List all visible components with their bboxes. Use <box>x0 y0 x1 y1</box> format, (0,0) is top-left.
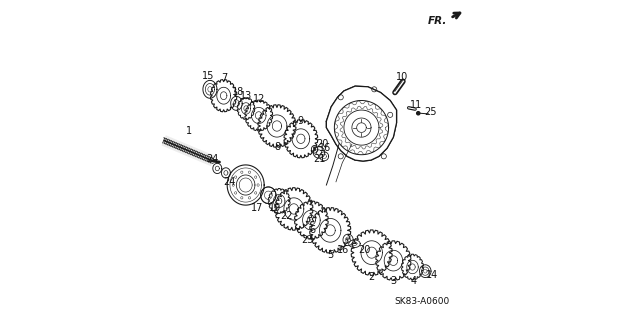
Text: 15: 15 <box>202 71 214 81</box>
Text: 9: 9 <box>298 115 304 126</box>
Text: 20: 20 <box>316 139 329 149</box>
Text: 17: 17 <box>251 203 263 213</box>
Text: 20: 20 <box>358 245 370 256</box>
Text: 11: 11 <box>410 100 422 110</box>
Text: 24: 24 <box>223 177 236 188</box>
Text: 7: 7 <box>221 73 227 83</box>
Text: 25: 25 <box>424 107 436 117</box>
Text: 8: 8 <box>275 142 281 152</box>
Text: 18: 18 <box>232 87 244 97</box>
Text: 3: 3 <box>390 276 396 286</box>
Text: 16: 16 <box>319 143 331 153</box>
Text: 21: 21 <box>313 154 326 164</box>
Text: 24: 24 <box>206 154 218 164</box>
Text: 1: 1 <box>186 126 192 137</box>
Circle shape <box>417 112 420 115</box>
Text: 14: 14 <box>426 270 438 280</box>
Text: 16: 16 <box>337 245 349 256</box>
Text: 22: 22 <box>280 211 292 221</box>
Text: 4: 4 <box>410 276 416 286</box>
Text: 12: 12 <box>253 94 266 104</box>
Text: 2: 2 <box>369 272 375 282</box>
Text: 6: 6 <box>309 225 315 235</box>
Text: SK83-A0600: SK83-A0600 <box>394 297 450 306</box>
Polygon shape <box>326 86 397 161</box>
Text: 13: 13 <box>240 91 252 101</box>
Text: 23: 23 <box>301 235 314 245</box>
Text: 5: 5 <box>327 250 333 260</box>
Text: 19: 19 <box>269 203 281 213</box>
Text: FR.: FR. <box>428 16 447 26</box>
Text: 10: 10 <box>396 71 408 82</box>
